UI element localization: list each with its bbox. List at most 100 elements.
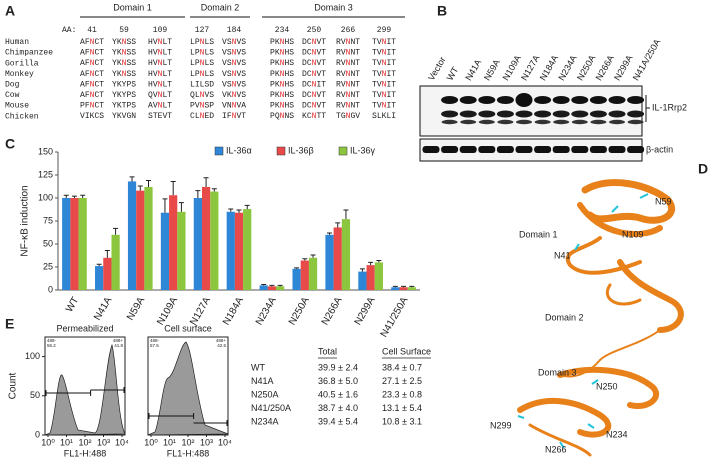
x-tick-label: 10¹ <box>163 437 176 447</box>
histogram <box>44 343 126 436</box>
bar <box>292 268 301 290</box>
gate-label: 56.2 <box>47 343 56 348</box>
sequence-group: PVNSP <box>190 102 214 111</box>
aa-position: 234 <box>275 26 290 35</box>
bar <box>267 286 277 290</box>
structure-label: N266 <box>545 444 567 454</box>
bar <box>70 198 79 290</box>
panel-label: E <box>5 316 14 332</box>
table-cell: 38.7 ± 4.0 <box>318 403 358 413</box>
aa-position: 127 <box>195 26 210 35</box>
sequence-group: RVNNT <box>336 70 360 79</box>
y-tick-label: 100 <box>38 192 53 202</box>
structure-label: Domain 3 <box>538 367 577 377</box>
x-tick-label: N41/250A <box>379 295 411 339</box>
lane-label: Vector <box>426 55 447 82</box>
species-name: Chicken <box>5 112 39 121</box>
sequence-group: TVNIT <box>372 102 396 111</box>
bar <box>210 191 219 290</box>
table-cell: WT <box>251 362 265 372</box>
sequence-group: DCNVT <box>302 70 326 79</box>
plot-title: Permeabilized <box>56 323 113 333</box>
band <box>534 146 552 153</box>
table-cell: N234A <box>251 416 279 426</box>
legend-label: IL-36γ <box>350 145 376 155</box>
y-tick-label: 150 <box>38 146 53 156</box>
sequence-group: RVNNT <box>336 38 360 47</box>
bar <box>243 209 252 290</box>
sequence-group: VSNVS <box>222 59 246 68</box>
bar <box>201 186 211 290</box>
error-bar <box>401 285 407 288</box>
sequence-group: YKVGN <box>112 112 136 121</box>
band <box>441 146 459 153</box>
band <box>441 110 459 118</box>
bar <box>136 190 145 290</box>
table-cell: 39.4 ± 5.4 <box>318 416 358 426</box>
sequence-group: LPNLS <box>190 59 214 68</box>
domain-label: Domain 1 <box>113 2 152 12</box>
error-bar <box>162 198 168 213</box>
gate-line <box>45 387 125 396</box>
x-tick-label: 10⁴ <box>218 437 232 447</box>
band <box>478 110 496 118</box>
y-tick-label: 125 <box>38 169 53 179</box>
table-cell: 40.5 ± 1.6 <box>318 389 358 399</box>
sequence-group: RVNNT <box>336 49 360 58</box>
band <box>627 110 645 118</box>
gate-label: 488+ <box>113 338 124 343</box>
error-bar <box>129 176 135 182</box>
aa-position: 109 <box>153 26 168 35</box>
sequence-group: HVNLT <box>148 81 172 90</box>
sequence-group: YKYPS <box>112 91 136 100</box>
sequence-group: KCNTT <box>302 112 326 121</box>
sequence-group: TGNGV <box>336 112 360 121</box>
aa-position: 184 <box>227 26 242 35</box>
error-bar <box>170 180 176 196</box>
sequence-group: YKYPS <box>112 81 136 90</box>
sequence-group: LPNLS <box>190 49 214 58</box>
bar <box>226 211 235 290</box>
x-tick-label: 10² <box>181 437 194 447</box>
band <box>496 146 514 153</box>
sequence-group: DCNVT <box>302 38 326 47</box>
band <box>422 146 440 153</box>
y-tick-label: 0 <box>35 429 40 439</box>
band <box>571 96 589 104</box>
sequence-group: AFNCT <box>80 38 104 47</box>
sequence-group: YKNSS <box>112 59 136 68</box>
lane-label: N41A/250A <box>631 37 663 82</box>
sequence-group: PKNHS <box>270 70 294 79</box>
bar <box>358 271 367 290</box>
band <box>441 119 458 125</box>
bar <box>325 234 334 290</box>
sequence-group: AFNCT <box>80 81 104 90</box>
bar <box>276 286 285 290</box>
band <box>459 110 477 118</box>
table-cell: 38.4 ± 0.7 <box>382 362 422 372</box>
bar <box>333 227 342 290</box>
band <box>478 119 495 125</box>
x-tick-label: 10⁰ <box>41 437 55 447</box>
lane-label: N41A <box>463 58 483 82</box>
table-cell: 39.9 ± 2.4 <box>318 362 358 372</box>
sequence-group: PFNCT <box>80 102 104 111</box>
x-tick-label: N299A <box>353 295 378 327</box>
sequence-group: QVNLT <box>148 91 172 100</box>
bar <box>259 285 268 290</box>
aa-position: 250 <box>307 26 322 35</box>
table-cell: N41A <box>251 376 274 386</box>
bar <box>177 211 186 290</box>
x-axis-label: FL1-H:488 <box>64 448 107 458</box>
lane-label: WT <box>445 65 461 83</box>
aa-position: 266 <box>341 26 356 35</box>
structure-label: N59 <box>655 196 672 206</box>
sequence-group: RVNNT <box>336 91 360 100</box>
bar <box>341 219 351 290</box>
table-cell: 13.1 ± 5.4 <box>382 403 422 413</box>
error-bar <box>343 209 349 220</box>
band <box>459 96 477 104</box>
x-tick-label: 10³ <box>200 437 213 447</box>
y-tick-label: 100 <box>25 351 40 361</box>
sequence-group: RVNNT <box>336 59 360 68</box>
